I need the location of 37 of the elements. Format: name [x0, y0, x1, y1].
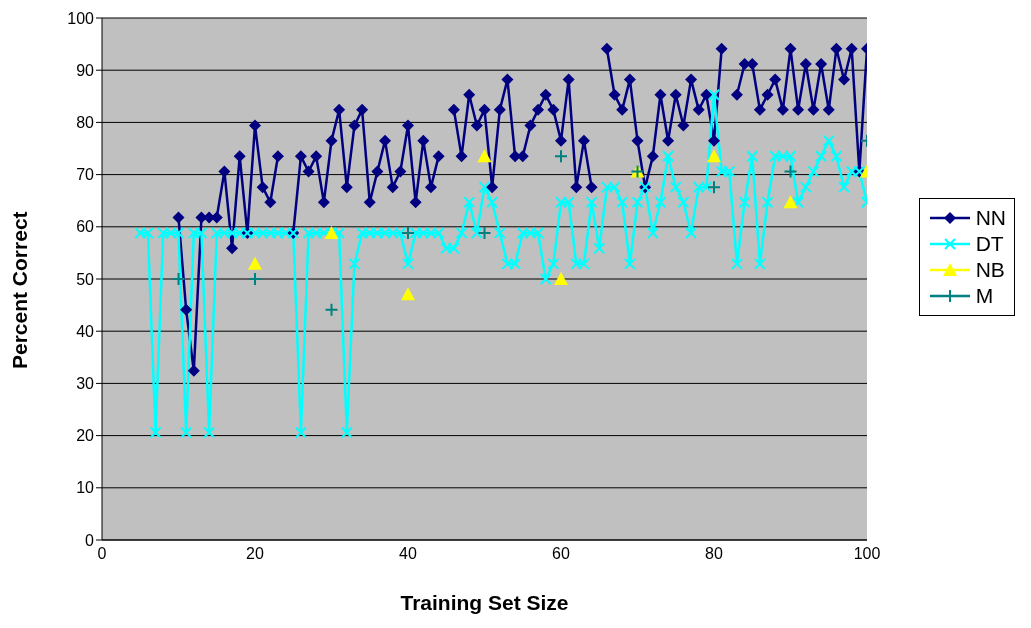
- point: [707, 149, 721, 163]
- y-tick-label: 70: [76, 166, 95, 184]
- point: [248, 272, 262, 286]
- point: [477, 149, 492, 163]
- y-tick-label: 0: [85, 531, 95, 549]
- point: [707, 180, 721, 195]
- legend-label: NN: [975, 206, 1006, 230]
- legend-label: M: [975, 284, 994, 308]
- y-tick-label: 60: [76, 218, 95, 236]
- x-axis-title: Training Set Size: [400, 591, 569, 614]
- point: [783, 164, 798, 179]
- point: [171, 272, 186, 286]
- point: [554, 149, 568, 164]
- point: [554, 272, 568, 285]
- y-axis-title: Percent Correct: [8, 211, 32, 369]
- y-tick-label: 40: [76, 322, 95, 340]
- legend-label: DT: [975, 232, 1004, 256]
- legend-label: NB: [975, 258, 1005, 282]
- x-tick-label: 40: [399, 545, 417, 563]
- point: [401, 287, 415, 301]
- x-tick-label: 100: [853, 545, 881, 563]
- y-tick-label: 80: [76, 114, 95, 132]
- y-tick-label: 10: [76, 479, 95, 497]
- y-tick-label: 90: [76, 61, 95, 79]
- point: [477, 226, 492, 241]
- point: [401, 226, 415, 241]
- point: [783, 195, 798, 209]
- point: [324, 302, 339, 317]
- x-tick-label: 80: [705, 545, 723, 563]
- y-tick-label: 100: [67, 9, 95, 27]
- point: [248, 256, 262, 270]
- x-tick-label: 60: [552, 545, 570, 563]
- y-tick-label: 30: [76, 375, 95, 393]
- y-tick-label: 20: [76, 427, 95, 445]
- x-tick-label: 20: [246, 545, 264, 563]
- x-tick-label: 0: [97, 545, 107, 563]
- y-tick-label: 50: [76, 270, 95, 288]
